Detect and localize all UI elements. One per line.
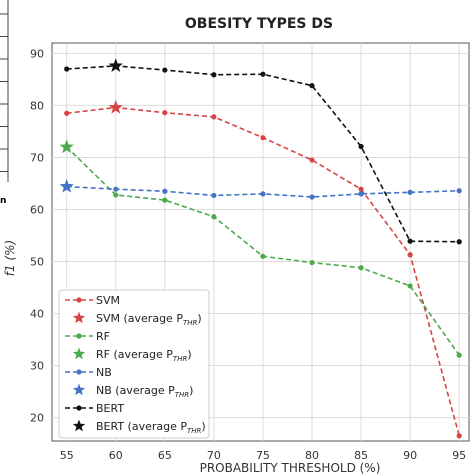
data-point-bert: [456, 239, 462, 245]
y-axis-ticks: 20 30 40 50 60 70 80 90: [30, 47, 44, 424]
data-point-nb: [162, 188, 168, 194]
data-point-bert: [309, 83, 315, 89]
adjacent-panel-label: n: [0, 196, 6, 206]
legend-label-nb-average: NB (average PTHR): [96, 384, 193, 399]
data-point-bert: [260, 71, 266, 77]
y-tick-label: 60: [30, 203, 44, 216]
x-axis-label: PROBABILITY THRESHOLD (%): [200, 461, 381, 475]
y-tick-label: 50: [30, 256, 44, 269]
data-point-svm: [407, 252, 413, 258]
x-tick-label: 90: [403, 449, 417, 462]
y-tick-label: 90: [30, 47, 44, 60]
y-axis-label: f1 (%): [3, 240, 17, 276]
data-point-rf: [113, 192, 119, 198]
data-point-svm: [64, 110, 70, 116]
legend-star-svm: [72, 311, 86, 324]
data-point-rf: [162, 197, 168, 203]
data-point-rf: [358, 265, 364, 271]
y-tick-label: 20: [30, 412, 44, 425]
chart-title: OBESITY TYPES DS: [185, 16, 333, 32]
legend-dot-svm: [76, 297, 82, 303]
data-point-bert: [211, 72, 217, 78]
data-point-nb: [309, 194, 315, 200]
legend-label-nb: NB: [96, 366, 112, 379]
x-axis-ticks: 55 60 65 70 75 80 85 90 95: [60, 449, 466, 462]
data-point-bert: [162, 67, 168, 73]
x-tick-label: 75: [256, 449, 270, 462]
legend-box: [58, 289, 210, 439]
legend-label-svm: SVM: [96, 294, 120, 307]
data-point-rf: [309, 259, 315, 266]
x-tick-label: 70: [207, 449, 221, 462]
legend-label-bert-average: BERT (average PTHR): [96, 420, 206, 435]
x-tick-label: 85: [354, 449, 368, 462]
data-point-svm: [162, 110, 168, 116]
legend-label-rf-average: RF (average PTHR): [96, 348, 192, 363]
data-point-nb: [407, 189, 413, 195]
data-point-rf: [456, 352, 462, 358]
x-tick-label: 60: [109, 449, 123, 462]
series-layer: [59, 58, 462, 439]
data-point-nb: [358, 191, 364, 197]
data-point-bert: [358, 143, 364, 150]
average-marker-svm: [108, 100, 123, 114]
average-marker-nb: [59, 179, 74, 193]
data-point-rf: [407, 283, 413, 289]
x-tick-label: 80: [305, 449, 319, 462]
data-point-svm: [211, 114, 217, 120]
x-tick-label: 55: [60, 449, 74, 462]
data-point-svm: [309, 157, 315, 163]
data-point-svm: [358, 186, 364, 192]
data-point-nb: [260, 191, 266, 197]
legend-star-rf: [72, 347, 86, 360]
adjacent-panel-fragment: n: [0, 0, 9, 206]
y-tick-label: 30: [30, 360, 44, 373]
legend-label-bert: BERT: [96, 402, 124, 415]
x-tick-label: 95: [452, 449, 466, 462]
legend-star-bert: [72, 419, 86, 432]
legend-star-nb: [72, 383, 86, 396]
data-point-nb: [456, 188, 462, 194]
data-point-bert: [407, 238, 413, 244]
data-point-rf: [211, 214, 217, 220]
data-point-nb: [113, 186, 119, 192]
y-tick-label: 40: [30, 308, 44, 321]
x-tick-label: 65: [158, 449, 172, 462]
legend: SVM SVM (average PTHR) RF RF (average PTHR)…: [58, 289, 210, 439]
y-tick-label: 70: [30, 151, 44, 164]
data-point-svm: [456, 433, 462, 439]
legend-label-rf: RF: [96, 330, 110, 343]
y-tick-label: 80: [30, 99, 44, 112]
data-point-rf: [260, 253, 266, 259]
average-marker-rf: [59, 139, 74, 154]
data-point-nb: [211, 192, 217, 199]
legend-label-svm-average: SVM (average PTHR): [96, 312, 202, 327]
legend-dot-bert: [76, 405, 82, 411]
average-marker-bert: [108, 58, 123, 72]
legend-dot-nb: [76, 369, 82, 375]
data-point-svm: [260, 135, 266, 141]
legend-dot-rf: [76, 333, 82, 339]
data-point-bert: [64, 66, 70, 72]
